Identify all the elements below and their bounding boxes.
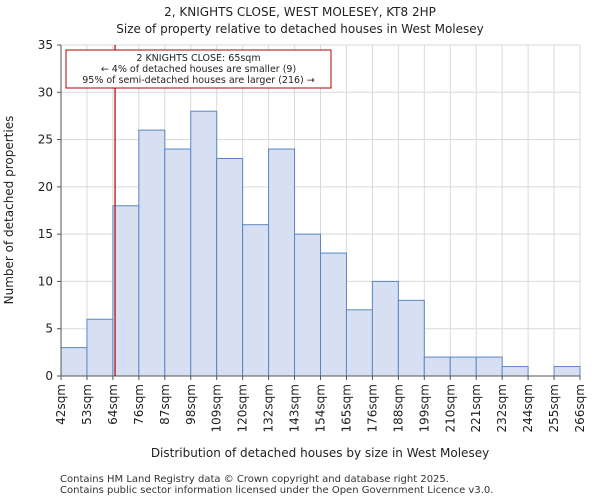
x-tick-label-109sqm: 109sqm [210,384,224,432]
bar-188sqm [397,299,425,377]
bar-87sqm [164,148,192,377]
bar-98sqm [190,110,218,377]
y-tick-label: 25 [38,133,53,147]
bar-255sqm [553,366,581,377]
bars [60,110,581,377]
bar-199sqm [423,356,451,377]
y-tick-label: 15 [38,227,53,241]
x-tick-label-154sqm: 154sqm [314,384,328,432]
x-tick-label-98sqm: 98sqm [184,384,198,425]
y-axis-label: Number of detached properties [2,116,16,305]
x-tick-label-176sqm: 176sqm [365,384,379,432]
x-tick-label-244sqm: 244sqm [521,384,535,432]
footer: Contains HM Land Registry data © Crown c… [60,474,493,496]
bar-221sqm [475,356,503,377]
x-tick-label-199sqm: 199sqm [417,384,431,432]
x-tick-label-188sqm: 188sqm [391,384,405,432]
y-tick-labels: 0 5 10 15 20 25 30 35 [38,38,53,383]
footer-line-1: Contains HM Land Registry data © Crown c… [60,474,449,485]
x-tick-label-165sqm: 165sqm [339,384,353,432]
y-tick-label: 30 [38,85,53,99]
x-tick-label-64sqm: 64sqm [106,384,120,425]
bar-143sqm [294,233,321,377]
bar-53sqm [86,318,114,377]
marker-annotation-line-3: 95% of semi-detached houses are larger (… [82,75,315,86]
marker-annotation-line-2: ← 4% of detached houses are smaller (9) [101,64,296,75]
bar-165sqm [345,309,373,377]
y-tick-label: 35 [38,38,53,52]
bar-76sqm [138,129,166,377]
y-tick-label: 20 [38,180,53,194]
x-tick-label-232sqm: 232sqm [495,384,509,432]
bar-64sqm [112,205,140,377]
bar-120sqm [242,224,270,377]
bar-42sqm [60,347,88,377]
bar-109sqm [216,157,244,377]
x-tick-label-53sqm: 53sqm [80,384,94,425]
x-tick-label-210sqm: 210sqm [443,384,457,432]
property-marker: 2 KNIGHTS CLOSE: 65sqm← 4% of detached h… [65,45,332,376]
y-tick-label: 5 [45,322,53,336]
chart-subtitle: Size of property relative to detached ho… [116,22,484,36]
x-tick-label-120sqm: 120sqm [236,384,250,432]
marker-annotation-line-1: 2 KNIGHTS CLOSE: 65sqm [136,53,260,64]
bar-210sqm [449,356,477,377]
axes [57,44,581,380]
x-tick-label-255sqm: 255sqm [547,384,561,432]
y-tick-label: 10 [38,274,53,288]
x-tick-label-221sqm: 221sqm [469,384,483,432]
x-tick-label-42sqm: 42sqm [54,384,68,425]
x-tick-label-266sqm: 266sqm [573,384,587,432]
x-tick-label-87sqm: 87sqm [158,384,172,425]
bar-232sqm [501,366,529,377]
marker-annotation-box [65,49,332,89]
x-axis-label: Distribution of detached houses by size … [151,446,489,460]
bar-154sqm [320,252,347,377]
bar-132sqm [268,148,296,377]
y-tick-label: 0 [45,369,53,383]
x-tick-label-132sqm: 132sqm [262,384,276,432]
chart-title: 2, KNIGHTS CLOSE, WEST MOLESEY, KT8 2HP [164,5,436,19]
footer-line-2: Contains public sector information licen… [60,485,494,496]
x-tick-labels: 42sqm 53sqm 64sqm 76sqm 87sqm 98sqm 109sqm 120s… [54,384,587,432]
bar-176sqm [371,280,399,377]
x-tick-label-76sqm: 76sqm [132,384,146,425]
x-tick-label-143sqm: 143sqm [288,384,302,432]
